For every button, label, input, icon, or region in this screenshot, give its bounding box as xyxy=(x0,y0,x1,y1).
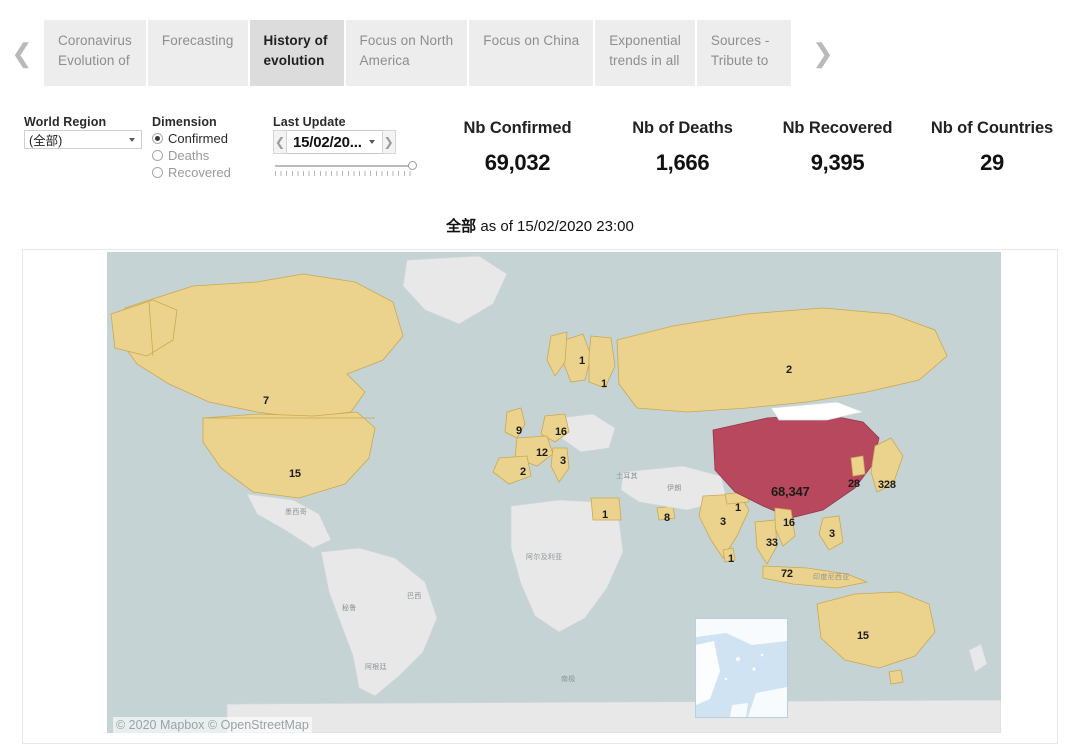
caret-down-icon xyxy=(368,140,375,144)
map-place-label: 伊朗 xyxy=(667,485,682,492)
map-data-label-vietnam[interactable]: 16 xyxy=(783,517,795,529)
world-region-dropdown[interactable]: (全部) xyxy=(24,130,142,149)
last-update-label: Last Update xyxy=(273,115,346,129)
dimension-option-recovered[interactable]: Recovered xyxy=(152,164,231,181)
kpi-value: 9,395 xyxy=(810,150,865,175)
dimension-option-confirmed[interactable]: Confirmed xyxy=(152,130,231,147)
tab-2[interactable]: History of evolution xyxy=(249,20,344,86)
dimension-filter: Dimension Confirmed Deaths Recovered xyxy=(152,115,231,181)
tab-1[interactable]: Forecasting xyxy=(147,20,248,86)
tab-bar: ❮ Coronavirus Evolution of Forecasting His… xyxy=(0,0,1080,106)
map-data-label-egypt[interactable]: 1 xyxy=(602,509,608,521)
tab-label: Focus on China xyxy=(483,33,580,48)
kpi-value: 1,666 xyxy=(655,150,710,175)
dimension-option-label: Deaths xyxy=(168,148,210,163)
map-attribution: © 2020 Mapbox © OpenStreetMap xyxy=(113,717,312,733)
map-data-label-finland[interactable]: 1 xyxy=(601,378,607,390)
map-place-label: 阿根廷 xyxy=(365,664,387,671)
kpi-label: Nb Confirmed xyxy=(463,119,572,137)
radio-icon xyxy=(152,133,163,144)
dimension-label: Dimension xyxy=(152,115,217,129)
map-data-label-united-kingdom[interactable]: 9 xyxy=(516,425,522,437)
tab-label: Coronavirus Evolution of xyxy=(58,33,132,68)
tab-label: Forecasting xyxy=(161,33,234,48)
map-data-label-spain[interactable]: 2 xyxy=(520,466,526,478)
map-place-label: 土耳其 xyxy=(616,473,638,480)
date-value: 15/02/20... xyxy=(293,133,362,151)
date-slider[interactable] xyxy=(273,160,419,178)
kpi-deaths: Nb of Deaths 1,666 xyxy=(605,119,760,176)
map-data-label-sweden[interactable]: 1 xyxy=(579,355,585,367)
map-data-label-canada[interactable]: 7 xyxy=(263,395,269,407)
map-place-label: 巴西 xyxy=(407,593,422,600)
map-place-label: 阿尔及利亚 xyxy=(526,554,563,561)
slider-track xyxy=(275,165,413,167)
chevron-left-icon[interactable]: ❮ xyxy=(11,37,33,68)
map-geometry xyxy=(110,255,1001,733)
map-data-label-russia[interactable]: 2 xyxy=(786,364,792,376)
map-data-label-australia[interactable]: 15 xyxy=(857,630,869,642)
slider-ticks xyxy=(275,171,415,176)
kpi-value: 69,032 xyxy=(484,150,551,175)
map-place-label: 墨西哥 xyxy=(285,509,307,516)
map-data-label-japan[interactable]: 328 xyxy=(878,479,896,491)
step-back-icon[interactable]: ❮ xyxy=(273,130,287,154)
world-region-label: World Region xyxy=(24,115,107,129)
kpi-countries: Nb of Countries 29 xyxy=(912,119,1072,176)
map-title-date: as of 15/02/2020 23:00 xyxy=(476,218,634,235)
map-data-label-germany[interactable]: 16 xyxy=(555,426,567,438)
tab-strip: Coronavirus Evolution of Forecasting Histo… xyxy=(44,20,791,86)
map-data-label-india[interactable]: 3 xyxy=(720,516,726,528)
map-data-label-nepal[interactable]: 1 xyxy=(735,502,741,514)
step-forward-icon[interactable]: ❯ xyxy=(381,130,396,154)
radio-icon xyxy=(152,150,163,161)
world-region-value: (全部) xyxy=(29,134,63,148)
controls-row: World Region (全部) Dimension Confirmed De… xyxy=(0,106,1080,196)
map-title: 全部 as of 15/02/2020 23:00 xyxy=(0,215,1080,236)
tab-6[interactable]: Sources - Tribute to xyxy=(696,20,791,86)
tab-4[interactable]: Focus on China xyxy=(469,20,594,86)
world-map[interactable]: 墨西哥 秘鲁 巴西 阿根廷 阿尔及利亚 土耳其 伊朗 南极 印度尼西亚 7 15 1 1 2 9 16 12 3 2… xyxy=(107,252,1001,733)
tab-3[interactable]: Focus on North America xyxy=(345,20,468,86)
dimension-option-deaths[interactable]: Deaths xyxy=(152,147,231,164)
chevron-right-icon[interactable]: ❯ xyxy=(811,37,834,68)
map-data-label-sri-lanka[interactable]: 1 xyxy=(728,553,734,565)
kpi-label: Nb Recovered xyxy=(782,119,893,137)
map-data-label-italy[interactable]: 3 xyxy=(560,455,566,467)
radio-icon xyxy=(152,167,163,178)
last-update-filter: Last Update ❮ 15/02/20... ❯ xyxy=(273,115,419,178)
dimension-option-label: Recovered xyxy=(168,165,231,180)
map-data-label-thailand[interactable]: 33 xyxy=(766,537,778,549)
tab-5[interactable]: Exponential trends in all xyxy=(595,20,695,86)
tab-label: Exponential trends in all xyxy=(609,33,681,68)
dimension-option-label: Confirmed xyxy=(168,131,228,146)
map-data-label-singapore[interactable]: 72 xyxy=(781,568,793,580)
kpi-label: Nb of Deaths xyxy=(632,119,733,137)
kpi-label: Nb of Countries xyxy=(930,119,1054,137)
map-place-label: 印度尼西亚 xyxy=(813,574,850,581)
map-data-label-china[interactable]: 68,347 xyxy=(771,484,810,499)
map-place-label: 南极 xyxy=(561,676,576,683)
map-title-region: 全部 xyxy=(446,218,477,235)
tab-label: Focus on North America xyxy=(359,33,454,68)
map-data-label-uae[interactable]: 8 xyxy=(664,512,670,524)
map-data-label-philippines[interactable]: 3 xyxy=(829,528,835,540)
tab-label: Sources - Tribute to xyxy=(710,33,770,68)
tab-0[interactable]: Coronavirus Evolution of xyxy=(44,20,146,86)
kpi-confirmed: Nb Confirmed 69,032 xyxy=(440,119,595,176)
date-selector: ❮ 15/02/20... ❯ xyxy=(273,130,419,154)
world-region-filter: World Region (全部) xyxy=(24,115,142,149)
tab-label: History of evolution xyxy=(263,33,328,68)
map-data-label-united-states[interactable]: 15 xyxy=(289,468,301,480)
map-data-label-france[interactable]: 12 xyxy=(536,447,548,459)
caret-down-icon xyxy=(129,137,135,142)
kpi-value: 29 xyxy=(980,150,1004,175)
slider-handle[interactable] xyxy=(408,161,417,170)
south-china-sea-inset xyxy=(695,618,788,718)
kpi-recovered: Nb Recovered 9,395 xyxy=(760,119,915,176)
map-panel[interactable]: 墨西哥 秘鲁 巴西 阿根廷 阿尔及利亚 土耳其 伊朗 南极 印度尼西亚 7 15 1 1 2 9 16 12 3 2… xyxy=(22,249,1058,744)
map-place-label: 秘鲁 xyxy=(342,605,357,612)
map-data-label-south-korea[interactable]: 28 xyxy=(848,478,860,490)
date-value-field[interactable]: 15/02/20... xyxy=(287,130,382,154)
